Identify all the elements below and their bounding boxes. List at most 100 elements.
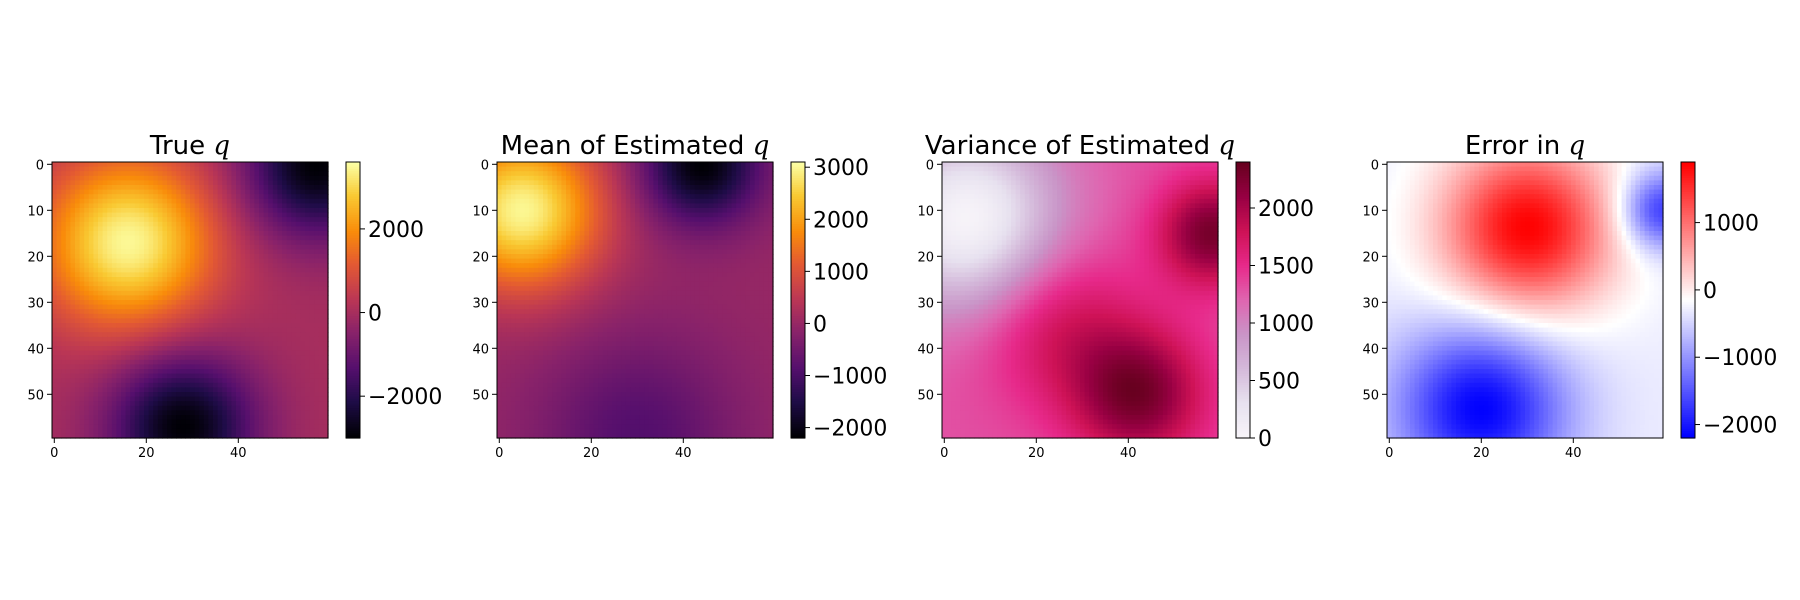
- heatmap-cell: [241, 328, 246, 333]
- heatmap-cell: [704, 180, 709, 185]
- heatmap-cell: [566, 217, 571, 222]
- heatmap-cell: [167, 387, 172, 392]
- heatmap-cell: [259, 392, 264, 397]
- heatmap-cell: [75, 291, 80, 296]
- heatmap-cell: [80, 268, 85, 273]
- heatmap-cell: [291, 291, 296, 296]
- heatmap-cell: [296, 355, 301, 360]
- heatmap-cell: [190, 341, 195, 346]
- heatmap-cell: [287, 203, 292, 208]
- heatmap-cell: [153, 300, 158, 305]
- heatmap-cell: [291, 387, 296, 392]
- heatmap-cell: [231, 277, 236, 282]
- heatmap-cell: [511, 180, 516, 185]
- heatmap-cell: [543, 167, 548, 172]
- heatmap-cell: [80, 236, 85, 241]
- heatmap-cell: [103, 295, 108, 300]
- heatmap-cell: [727, 222, 732, 227]
- heatmap-cell: [511, 240, 516, 245]
- heatmap-cell: [245, 236, 250, 241]
- heatmap-cell: [199, 259, 204, 264]
- heatmap-cell: [172, 277, 177, 282]
- heatmap-cell: [241, 286, 246, 291]
- heatmap-cell: [218, 185, 223, 190]
- heatmap-cell: [66, 268, 71, 273]
- heatmap-cell: [314, 259, 319, 264]
- heatmap-cell: [121, 309, 126, 314]
- heatmap-cell: [254, 162, 259, 167]
- heatmap-cell: [176, 328, 181, 333]
- heatmap-cell: [70, 268, 75, 273]
- heatmap-cell: [245, 323, 250, 328]
- heatmap-cell: [218, 199, 223, 204]
- heatmap-cell: [190, 328, 195, 333]
- heatmap-cell: [241, 226, 246, 231]
- heatmap-cell: [310, 222, 315, 227]
- heatmap-cell: [277, 268, 282, 273]
- heatmap-cell: [277, 410, 282, 415]
- heatmap-cell: [529, 176, 534, 181]
- heatmap-cell: [621, 203, 626, 208]
- heatmap-cell: [204, 332, 209, 337]
- heatmap-cell: [676, 171, 681, 176]
- heatmap-cell: [75, 272, 80, 277]
- heatmap-cell: [259, 323, 264, 328]
- heatmap-cell: [213, 240, 218, 245]
- heatmap-cell: [764, 162, 769, 167]
- heatmap-cell: [497, 231, 502, 236]
- heatmap-cell: [213, 410, 218, 415]
- heatmap-cell: [158, 360, 163, 365]
- heatmap-cell: [176, 180, 181, 185]
- heatmap-cell: [291, 305, 296, 310]
- heatmap-cell: [57, 286, 62, 291]
- heatmap-cell: [690, 208, 695, 213]
- heatmap-cell: [218, 203, 223, 208]
- heatmap-cell: [144, 406, 149, 411]
- heatmap-cell: [70, 397, 75, 402]
- heatmap-cell: [254, 300, 259, 305]
- heatmap-cell: [548, 171, 553, 176]
- heatmap-cell: [204, 259, 209, 264]
- heatmap-cell: [139, 194, 144, 199]
- heatmap-cell: [144, 355, 149, 360]
- heatmap-cell: [250, 295, 255, 300]
- heatmap-cell: [319, 236, 324, 241]
- heatmap-cell: [750, 199, 755, 204]
- heatmap-cell: [310, 194, 315, 199]
- heatmap-cell: [195, 337, 200, 342]
- heatmap-cell: [218, 401, 223, 406]
- heatmap-cell: [287, 190, 292, 195]
- heatmap-cell: [273, 217, 278, 222]
- heatmap-cell: [741, 236, 746, 241]
- heatmap-cell: [319, 328, 324, 333]
- heatmap-cell: [319, 392, 324, 397]
- heatmap-cell: [282, 199, 287, 204]
- heatmap-cell: [222, 420, 227, 425]
- heatmap-cell: [158, 332, 163, 337]
- heatmap-cell: [667, 194, 672, 199]
- heatmap-cell: [126, 346, 131, 351]
- heatmap-cell: [121, 323, 126, 328]
- heatmap-cell: [195, 314, 200, 319]
- heatmap-cell: [195, 424, 200, 429]
- heatmap-cell: [103, 272, 108, 277]
- heatmap-cell: [181, 401, 186, 406]
- heatmap-cell: [162, 364, 167, 369]
- heatmap-cell: [89, 295, 94, 300]
- heatmap-cell: [254, 341, 259, 346]
- heatmap-cell: [561, 222, 566, 227]
- heatmap-cell: [218, 314, 223, 319]
- heatmap-cell: [268, 337, 273, 342]
- heatmap-cell: [741, 240, 746, 245]
- heatmap-cell: [534, 231, 539, 236]
- heatmap-cell: [227, 424, 232, 429]
- heatmap-cell: [580, 240, 585, 245]
- heatmap-cell: [310, 268, 315, 273]
- heatmap-cell: [538, 194, 543, 199]
- heatmap-cell: [139, 360, 144, 365]
- heatmap-cell: [153, 305, 158, 310]
- heatmap-cell: [162, 190, 167, 195]
- heatmap-cell: [241, 355, 246, 360]
- heatmap-cell: [222, 249, 227, 254]
- heatmap-cell: [236, 429, 241, 434]
